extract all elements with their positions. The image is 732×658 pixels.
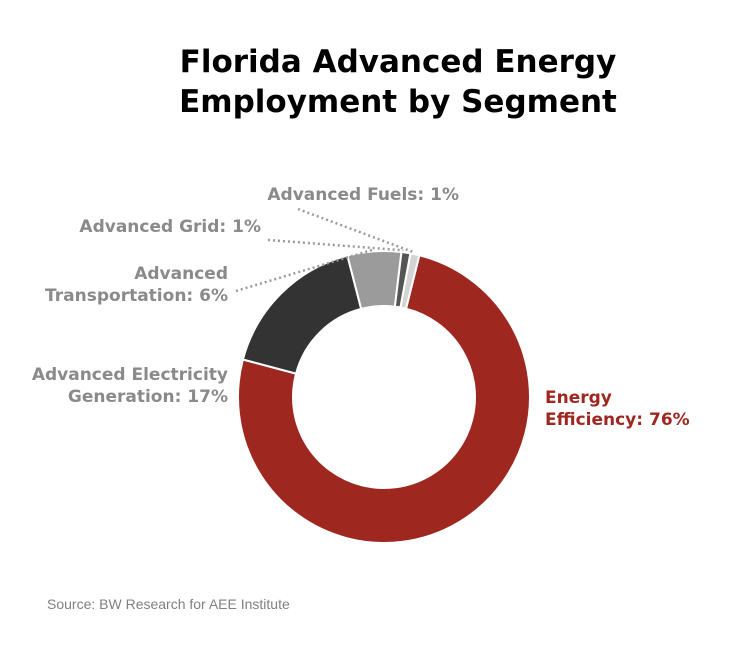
- donut-slice-1: [237, 254, 531, 544]
- leader-line-3: [235, 248, 375, 293]
- slice-label-5-line-1: Advanced Fuels: 1%: [267, 185, 459, 205]
- slice-label-2-line-2: Generation: 17%: [68, 387, 228, 407]
- slice-label-3-line-1: Advanced: [134, 264, 228, 284]
- slice-label-5: Advanced Fuels: 1%: [267, 185, 459, 205]
- slice-label-2-line-1: Advanced Electricity: [32, 365, 228, 385]
- donut-slice-5: [399, 252, 421, 310]
- slice-label-3-line-2: Transportation: 6%: [45, 286, 228, 306]
- slice-label-1: Energy Efficiency: 76%: [545, 388, 690, 430]
- slice-label-1-line-2: Efficiency: 76%: [545, 410, 690, 430]
- slice-label-4-line-1: Advanced Grid: 1%: [79, 217, 261, 237]
- chart-title: Florida Advanced Energy Employment by Se…: [0, 42, 732, 122]
- slice-label-1-line-1: Energy: [545, 388, 612, 408]
- chart-title-line-2: Employment by Segment: [179, 84, 617, 120]
- leader-line-5: [297, 207, 413, 253]
- slice-label-2: Advanced Electricity Generation: 17%: [32, 365, 228, 407]
- chart-title-line-1: Florida Advanced Energy: [179, 44, 617, 80]
- donut-slice-2: [241, 254, 363, 375]
- slice-label-4: Advanced Grid: 1%: [79, 217, 261, 237]
- source-note: Source: BW Research for AEE Institute: [47, 596, 290, 612]
- slice-label-3: Advanced Transportation: 6%: [45, 264, 228, 306]
